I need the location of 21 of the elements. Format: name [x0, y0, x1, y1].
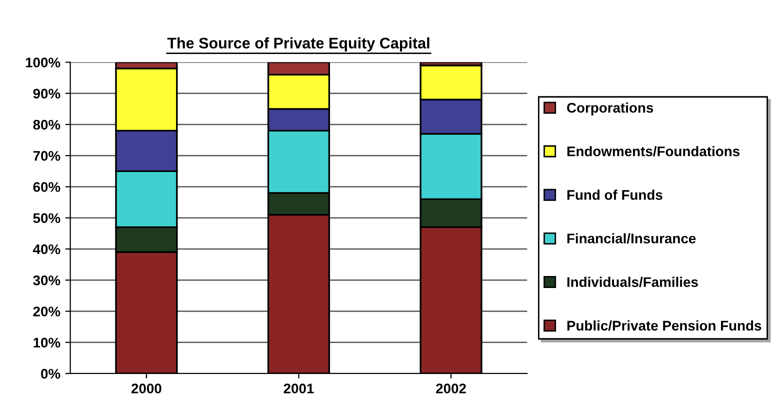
legend-label: Fund of Funds: [567, 190, 662, 200]
y-tick-label: 30%: [33, 275, 60, 286]
y-tick-label: 100%: [26, 58, 60, 68]
y-tick-label: 40%: [32, 244, 60, 254]
y-tick-label: 20%: [33, 306, 60, 316]
legend-label: Financial/Insurance: [567, 233, 696, 244]
x-tick-label: 2002: [436, 384, 466, 394]
y-tick-label: 70%: [33, 150, 60, 161]
y-tick-label: 80%: [33, 120, 60, 130]
legend-label: Individuals/Families: [567, 276, 698, 288]
x-tick-label: 2000: [131, 384, 162, 394]
chart-title: The Source of Private Equity Capital: [167, 37, 430, 52]
legend-label: Corporations: [567, 102, 654, 116]
y-tick-label: 90%: [33, 88, 60, 99]
y-tick-label: 60%: [33, 182, 60, 192]
x-tick-label: 2001: [284, 384, 314, 394]
y-tick-label: 50%: [33, 213, 60, 224]
legend-label: Public/Private Pension Funds: [567, 320, 762, 331]
legend-label: Endowments/Foundations: [567, 146, 740, 156]
y-tick-label: 10%: [34, 338, 60, 348]
y-tick-label: 0%: [41, 368, 60, 379]
